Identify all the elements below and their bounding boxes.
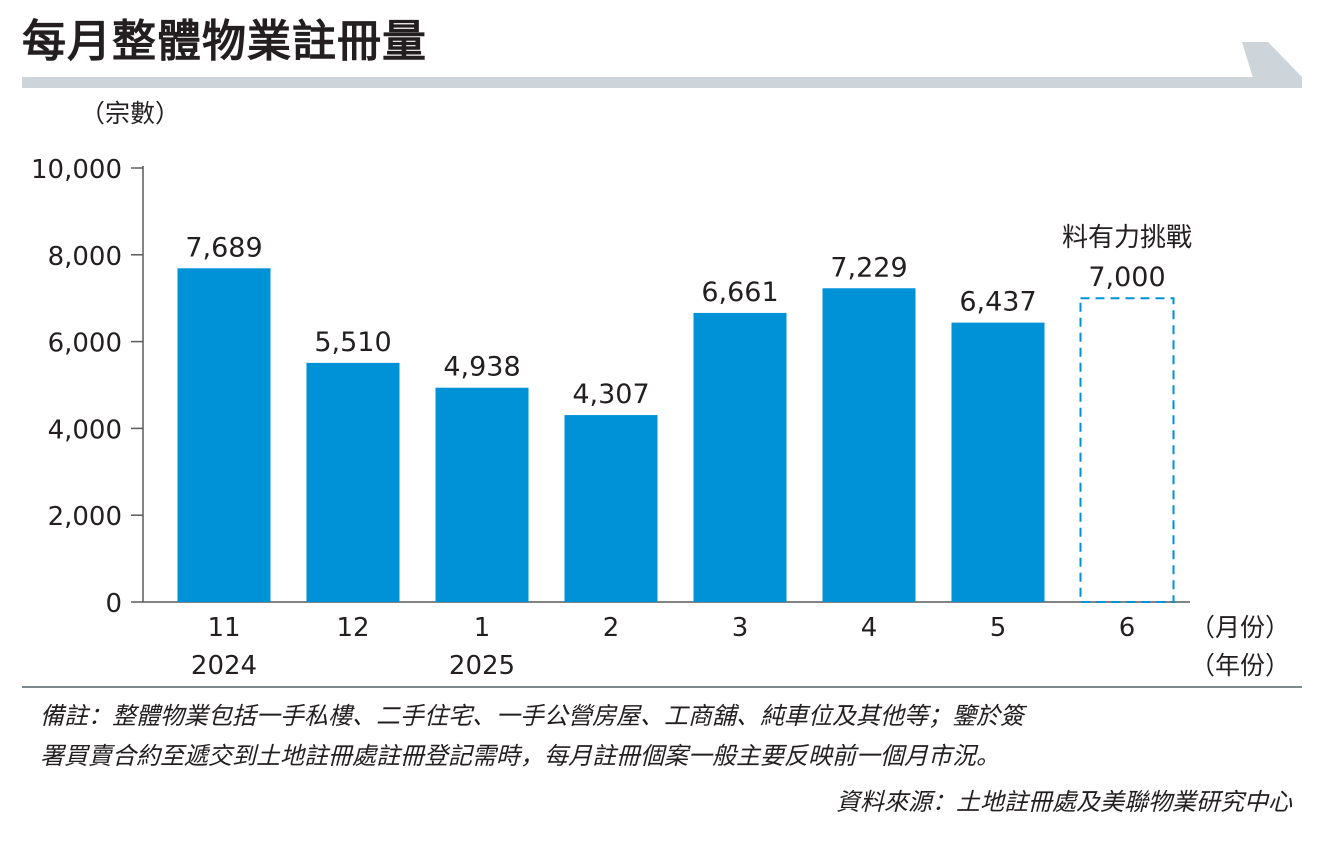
x-tick-label: 12 <box>336 613 369 643</box>
bar-value-label: 4,938 <box>443 352 520 383</box>
title-banner <box>22 42 1302 88</box>
forecast-value-label: 7,000 <box>1088 262 1165 293</box>
x-axis-label: （月份） <box>1190 613 1290 642</box>
y-tick-label: 2,000 <box>48 502 122 532</box>
x-axis-year-label: （年份） <box>1190 651 1290 680</box>
footnote-line-2: 署買賣合約至遞交到土地註冊處註冊登記需時，每月註冊個案一般主要反映前一個月市況。 <box>40 742 1000 770</box>
title-banner-arrow <box>1242 42 1302 88</box>
year-label: 2025 <box>449 651 515 681</box>
bar <box>306 362 400 602</box>
y-tick-label: 8,000 <box>48 242 122 272</box>
footnote-line-1: 備註：整體物業包括一手私樓、二手住宅、一手公營房屋、工商舖、純車位及其他等；鑒於… <box>40 702 1024 730</box>
forecast-annotation: 料有力挑戰 <box>1062 223 1192 253</box>
title-banner-bar <box>22 77 1302 88</box>
bar <box>435 387 529 602</box>
x-tick-label: 3 <box>732 613 749 643</box>
bar <box>177 268 271 602</box>
bar <box>693 312 787 602</box>
y-tick-label: 10,000 <box>31 155 122 185</box>
chart-title: 每月整體物業註冊量 <box>22 16 427 67</box>
x-tick-label: 6 <box>1119 613 1136 643</box>
bar <box>951 322 1045 602</box>
x-tick-label: 2 <box>603 613 620 643</box>
bar-value-label: 6,437 <box>959 287 1036 318</box>
bar-value-label: 7,689 <box>185 232 262 263</box>
bar-value-label: 7,229 <box>830 252 907 283</box>
bar-value-label: 6,661 <box>701 277 778 308</box>
year-label: 2024 <box>191 651 257 681</box>
x-tick-label: 4 <box>861 613 878 643</box>
bar <box>822 288 916 602</box>
bar <box>564 415 658 602</box>
bar-chart: （宗數） 0 2,000 4,000 6,000 8,000 10,000 7,689 11 20… <box>22 99 1302 688</box>
y-axis-label: （宗數） <box>80 99 180 128</box>
y-tick-label: 4,000 <box>48 415 122 445</box>
bar-value-label: 4,307 <box>572 379 649 410</box>
source-credit: 資料來源：土地註冊處及美聯物業研究中心 <box>836 788 1292 816</box>
y-tick-label: 0 <box>105 589 122 619</box>
x-tick-label: 11 <box>207 613 240 643</box>
bar-value-label: 5,510 <box>314 327 391 358</box>
forecast-bar <box>1079 297 1175 603</box>
y-tick-label: 6,000 <box>48 329 122 359</box>
x-tick-label: 1 <box>474 613 491 643</box>
x-tick-label: 5 <box>990 613 1007 643</box>
